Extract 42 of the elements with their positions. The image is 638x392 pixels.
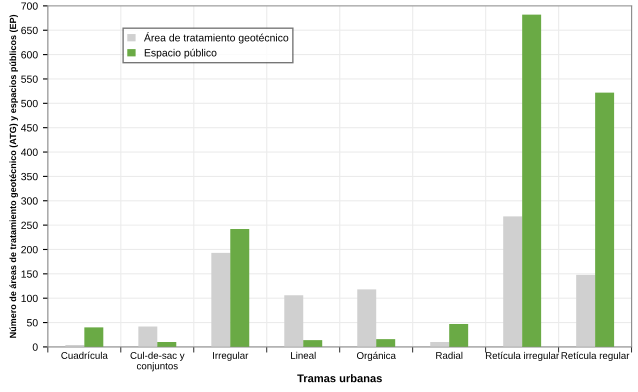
bar (595, 92, 614, 347)
x-axis-title: Tramas urbanas (297, 374, 382, 382)
bar (284, 295, 304, 347)
bar (376, 339, 396, 347)
x-tick-label: Radial (436, 352, 462, 359)
y-tick-label: 700 (21, 2, 38, 10)
x-tick-label: Cul-de-sac y conjuntos (130, 352, 185, 372)
x-tick-label: Lineal (291, 352, 316, 359)
x-tick-label: Cuadrícula (61, 352, 108, 359)
x-tick-label: Orgánica (356, 352, 396, 361)
y-tick-label: 550 (21, 75, 38, 83)
bar (138, 326, 158, 347)
legend-label: Área de tratamiento geotécnico (144, 32, 288, 44)
bar (230, 229, 250, 347)
y-tick-label: 600 (21, 51, 38, 58)
bar (503, 216, 522, 347)
bar (430, 342, 450, 347)
bar (157, 342, 176, 347)
y-tick-label: 500 (21, 100, 38, 108)
y-tick-label: 300 (21, 197, 38, 205)
bar (84, 327, 104, 347)
y-tick-label: 200 (21, 246, 38, 254)
bar (303, 340, 322, 347)
y-tick-label: 50 (26, 319, 38, 326)
x-tick-label: Irregular (213, 352, 248, 361)
x-tick-label: Retícula regular (562, 352, 630, 361)
y-tick-label: 400 (20, 148, 38, 156)
y-tick-label: 0 (32, 343, 38, 351)
y-tick-label: 650 (21, 26, 38, 34)
bar (576, 274, 596, 347)
bar (449, 324, 468, 347)
bar (522, 14, 542, 347)
y-tick-label: 350 (21, 172, 38, 180)
bar (211, 252, 230, 347)
y-tick-label: 450 (20, 124, 38, 132)
x-tick-label: Retícula irregular (486, 352, 560, 361)
y-tick-label: 100 (22, 294, 38, 302)
legend-label: Espacio público (144, 48, 216, 59)
y-axis-title: Número de áreas de tratamiento geotécnico (ATG) y espacios públicos (EP) (9, 14, 18, 338)
bar (357, 289, 376, 347)
y-tick-label: 250 (21, 222, 38, 229)
y-tick-label: 150 (22, 270, 38, 278)
